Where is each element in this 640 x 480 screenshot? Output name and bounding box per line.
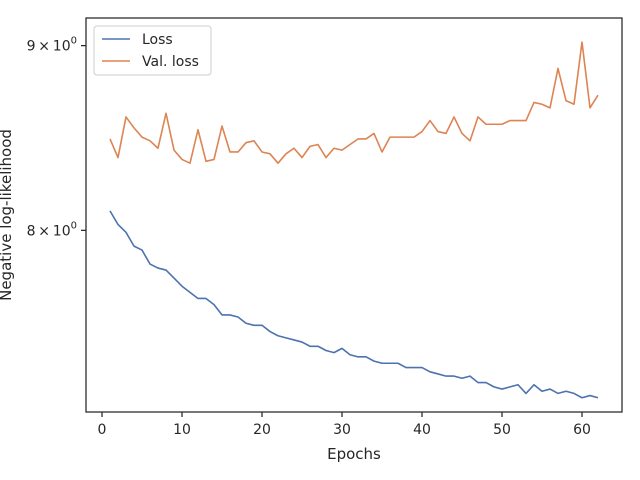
y-tick-label: 9 × 100 <box>27 36 77 55</box>
legend: Loss Val. loss <box>93 25 212 76</box>
x-tick-label: 20 <box>253 422 271 438</box>
x-tick-label: 30 <box>333 422 351 438</box>
plot-lines <box>109 41 599 399</box>
y-axis-label: Negative log-likelihood <box>0 129 15 301</box>
x-tick-label: 0 <box>98 422 107 438</box>
x-tick-label: 10 <box>173 422 191 438</box>
series-line-2 <box>109 41 599 164</box>
x-axis-label: Epochs <box>327 445 381 463</box>
legend-label: Val. loss <box>142 54 199 70</box>
series-line-1 <box>109 210 599 399</box>
x-tick-label: 50 <box>493 422 511 438</box>
y-axis: 8 × 100 9 × 100 <box>27 36 86 239</box>
x-tick-label: 40 <box>413 422 431 438</box>
legend-label: Loss <box>142 32 173 48</box>
x-axis: 0 10 20 30 40 50 60 <box>98 412 591 438</box>
y-tick-label: 8 × 100 <box>27 220 77 239</box>
axes-frame <box>85 17 623 413</box>
x-tick-label: 60 <box>573 422 591 438</box>
